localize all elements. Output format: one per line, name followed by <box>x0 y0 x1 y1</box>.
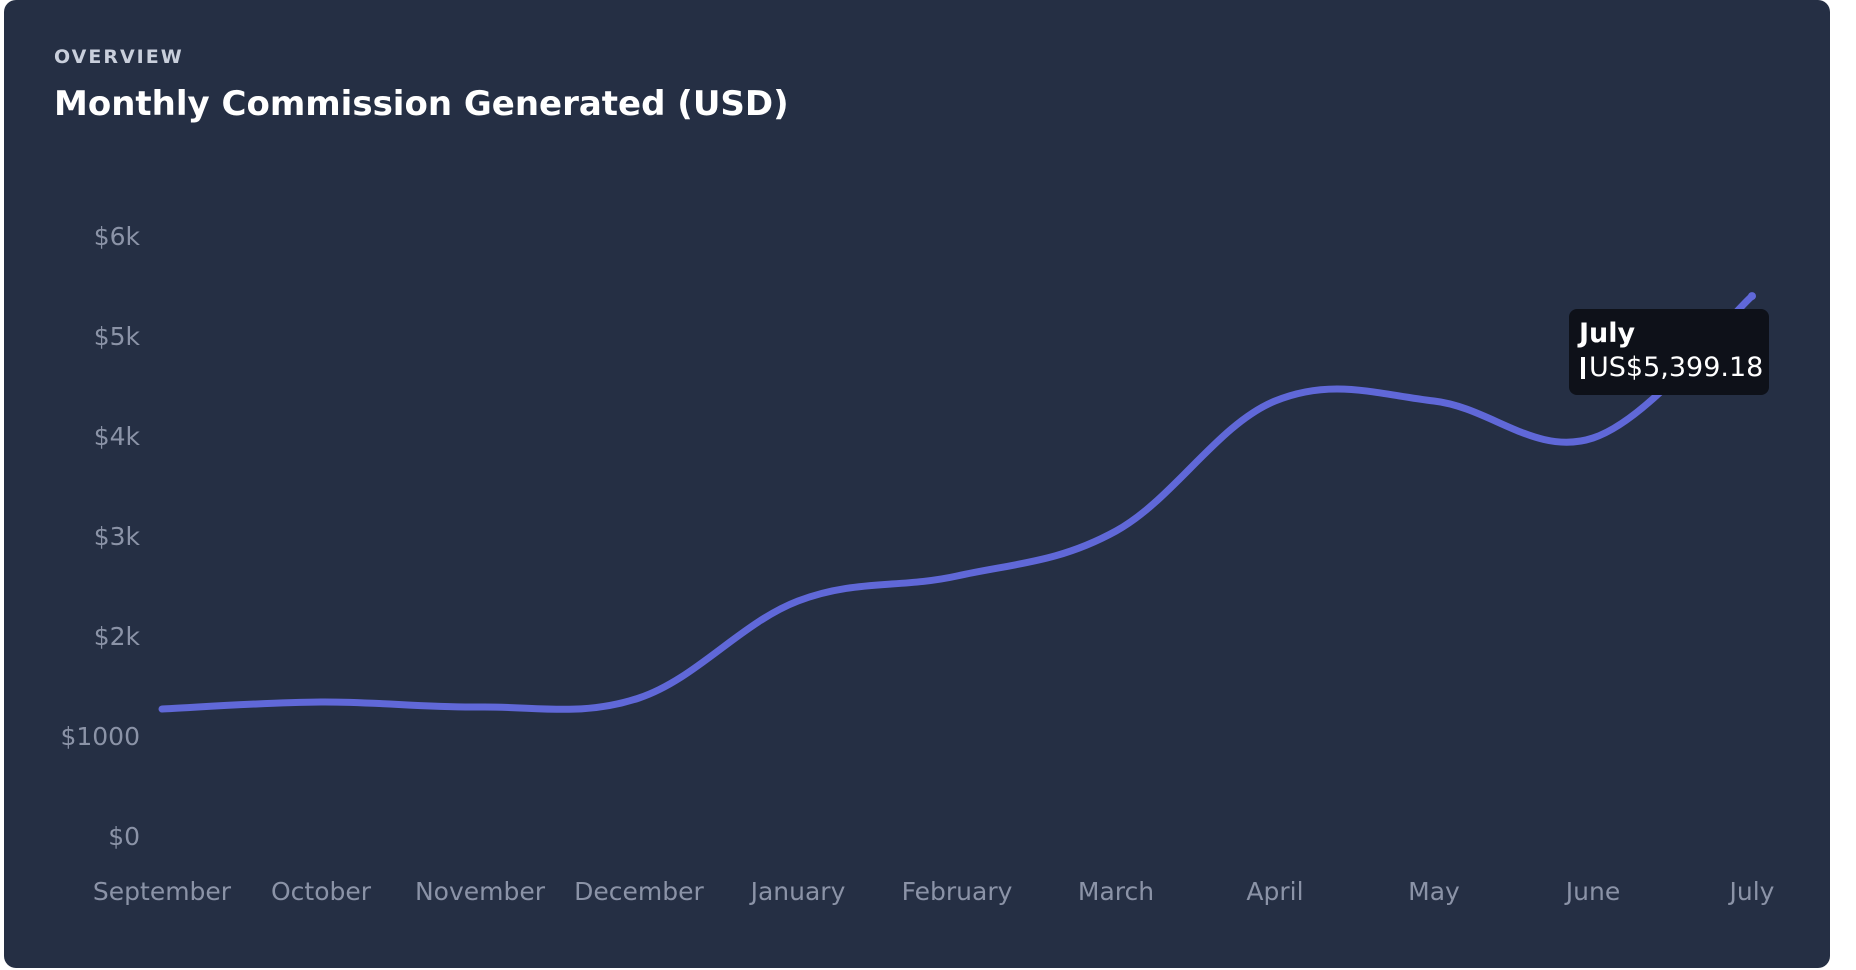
x-tick-label: April <box>1246 877 1303 906</box>
data-point[interactable] <box>1431 398 1437 404</box>
line-chart[interactable]: $0 $1000 $2k $3k $4k $5k $6k September October N… <box>4 0 1830 968</box>
x-tick-label: January <box>749 877 846 906</box>
x-tick-label: July <box>1728 877 1775 906</box>
x-tick-label: November <box>415 877 546 906</box>
tooltip-value: US$5,399.18 <box>1589 352 1764 383</box>
series-group <box>158 292 1756 713</box>
x-tick-label: September <box>93 877 232 906</box>
x-axis: September October November December January F… <box>93 877 1775 906</box>
x-tick-label: October <box>271 877 372 906</box>
card-eyebrow: OVERVIEW <box>54 46 184 68</box>
y-tick-label: $1000 <box>60 722 140 751</box>
series-swatch <box>1581 357 1585 379</box>
x-tick-label: June <box>1564 877 1620 906</box>
data-point[interactable] <box>954 573 960 579</box>
y-axis: $0 $1000 $2k $3k $4k $5k $6k <box>60 222 140 851</box>
data-point[interactable] <box>636 695 642 701</box>
data-point[interactable] <box>477 704 483 710</box>
x-tick-label: February <box>902 877 1013 906</box>
y-tick-label: $0 <box>108 822 140 851</box>
y-tick-label: $5k <box>94 322 141 351</box>
x-tick-label: March <box>1078 877 1154 906</box>
data-point[interactable] <box>318 699 324 705</box>
y-tick-label: $2k <box>94 622 141 651</box>
tooltip-category: July <box>1579 318 1636 349</box>
data-point[interactable] <box>795 598 801 604</box>
data-point[interactable] <box>1272 398 1278 404</box>
data-point[interactable] <box>159 706 165 712</box>
data-tooltip: July US$5,399.18 <box>1569 309 1769 395</box>
data-point[interactable] <box>1748 292 1756 301</box>
x-tick-label: May <box>1408 877 1460 906</box>
y-tick-label: $3k <box>94 522 141 551</box>
data-point[interactable] <box>1590 435 1596 441</box>
chart-title: Monthly Commission Generated (USD) <box>54 84 789 124</box>
series-line[interactable] <box>158 292 1756 713</box>
data-point[interactable] <box>1113 528 1119 534</box>
tooltip-row: US$5,399.18 <box>1579 351 1763 385</box>
y-tick-label: $6k <box>94 222 141 251</box>
x-tick-label: December <box>574 877 704 906</box>
chart-card: OVERVIEW Monthly Commission Generated (U… <box>4 0 1830 968</box>
y-tick-label: $4k <box>94 422 141 451</box>
